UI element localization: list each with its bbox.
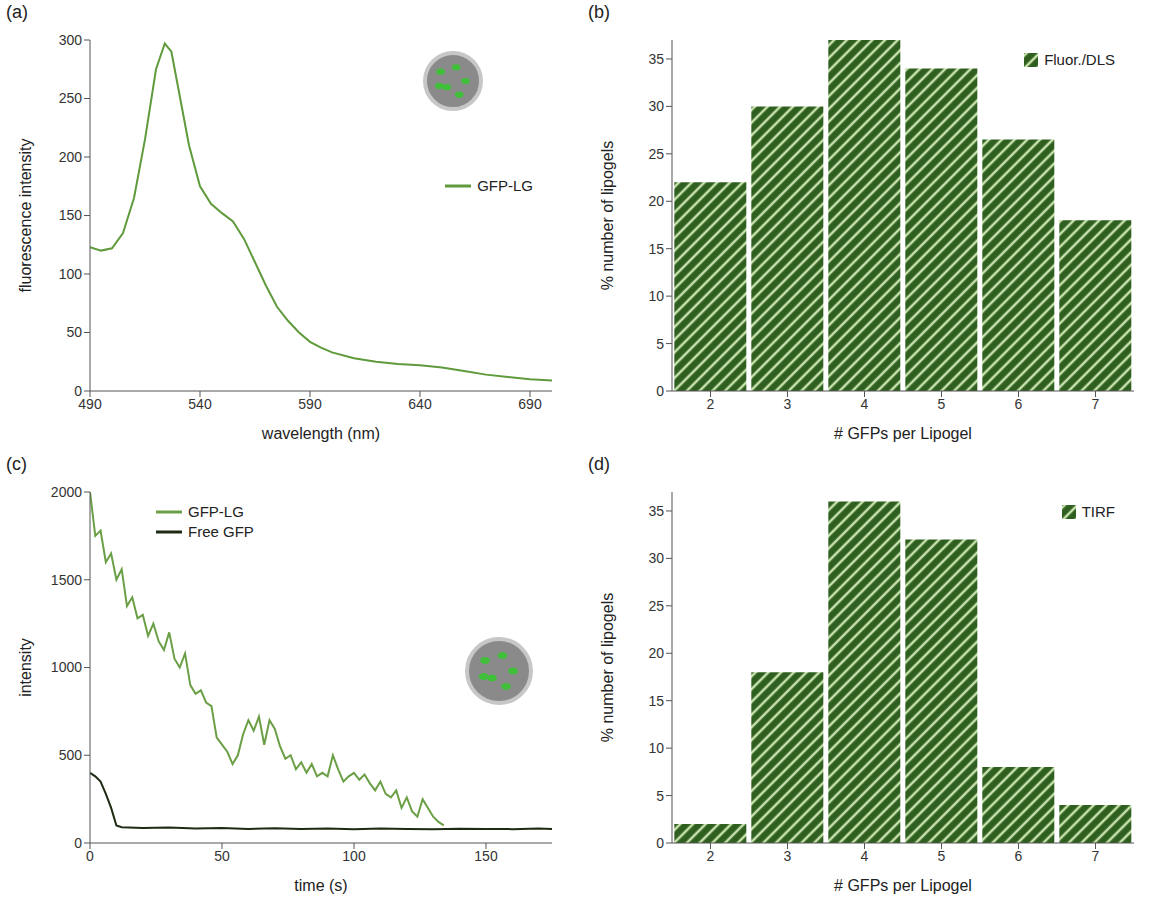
svg-text:15: 15 [648,241,664,257]
html-text:(b): (b) [588,2,610,22]
svg-text:# GFPs per Lipogel: # GFPs per Lipogel [834,877,972,894]
svg-text:35: 35 [648,503,664,519]
svg-text:2: 2 [707,396,715,412]
svg-text:3: 3 [784,848,792,864]
svg-text:500: 500 [59,747,83,763]
svg-text:1500: 1500 [51,572,82,588]
svg-text:20: 20 [648,645,664,661]
svg-text:2: 2 [707,848,715,864]
svg-text:4: 4 [861,396,869,412]
svg-text:640: 640 [408,396,432,412]
svg-text:10: 10 [648,740,664,756]
svg-text:590: 590 [298,396,322,412]
svg-text:0: 0 [74,835,82,851]
svg-text:wavelength (nm): wavelength (nm) [261,425,380,442]
svg-text:# GFPs per Lipogel: # GFPs per Lipogel [834,425,972,442]
html-text:(c): (c) [6,454,27,474]
svg-text:25: 25 [648,146,664,162]
svg-text:0: 0 [656,383,664,399]
svg-text:6: 6 [1015,848,1023,864]
svg-text:intensity: intensity [17,638,34,697]
svg-text:0: 0 [656,835,664,851]
svg-text:300: 300 [59,32,83,48]
html-text:Free GFP: Free GFP [188,523,254,540]
svg-text:50: 50 [214,848,230,864]
svg-text:0: 0 [86,848,94,864]
svg-text:7: 7 [1092,848,1100,864]
svg-text:% number of lipogels: % number of lipogels [599,593,616,742]
svg-text:15: 15 [648,693,664,709]
svg-text:5: 5 [656,788,664,804]
svg-text:4: 4 [861,848,869,864]
svg-text:5: 5 [656,336,664,352]
svg-text:1000: 1000 [51,659,82,675]
svg-text:25: 25 [648,598,664,614]
html-text:Fluor./DLS: Fluor./DLS [1044,51,1115,68]
svg-text:5: 5 [938,848,946,864]
svg-text:35: 35 [648,51,664,67]
svg-text:50: 50 [66,324,82,340]
svg-text:3: 3 [784,396,792,412]
html-text:(d): (d) [588,454,610,474]
html-text:TIRF: TIRF [1081,503,1115,520]
svg-text:150: 150 [474,848,498,864]
html-text:(a): (a) [6,2,28,22]
svg-text:30: 30 [648,550,664,566]
svg-text:150: 150 [59,207,83,223]
svg-text:0: 0 [74,383,82,399]
svg-text:200: 200 [59,149,83,165]
html-text:GFP-LG: GFP-LG [477,177,533,194]
svg-text:30: 30 [648,98,664,114]
svg-text:540: 540 [188,396,212,412]
svg-text:690: 690 [518,396,542,412]
svg-text:2000: 2000 [51,484,82,500]
svg-text:time (s): time (s) [294,877,347,894]
html-text:GFP-LG: GFP-LG [188,503,244,520]
svg-text:20: 20 [648,193,664,209]
svg-text:490: 490 [78,395,102,412]
svg-text:100: 100 [342,848,366,864]
svg-text:fluorescence intensity: fluorescence intensity [17,139,34,293]
svg-text:% number of lipogels: % number of lipogels [599,141,616,290]
svg-text:100: 100 [59,266,83,282]
svg-text:6: 6 [1015,396,1023,412]
svg-text:7: 7 [1092,396,1100,412]
svg-text:10: 10 [648,288,664,304]
svg-text:250: 250 [59,90,83,106]
svg-text:5: 5 [938,396,946,412]
